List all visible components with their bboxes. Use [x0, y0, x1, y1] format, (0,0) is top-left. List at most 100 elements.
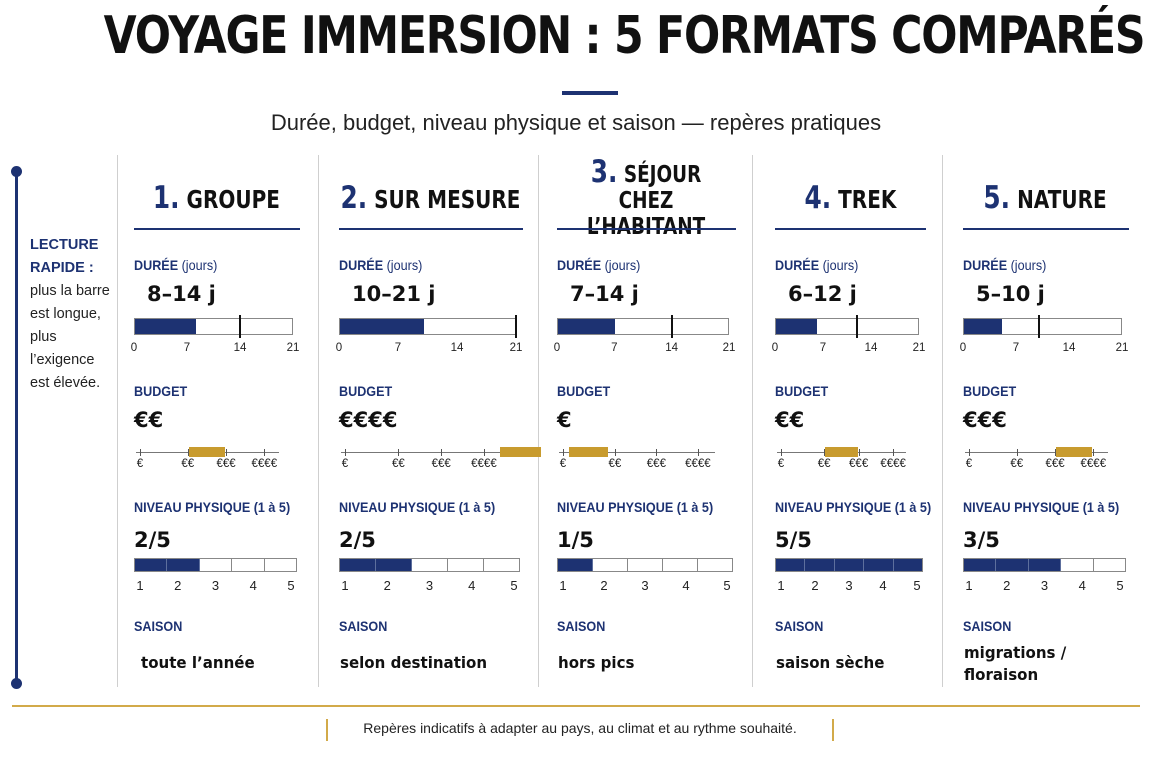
physical-value: 1/5: [557, 528, 594, 552]
reading-guide-line: [15, 172, 18, 684]
budget-tick-label: €€€€: [685, 458, 711, 470]
physical-value: 2/5: [339, 528, 376, 552]
format-number: 5.: [983, 180, 1011, 216]
physical-tick-label: 1: [341, 578, 349, 593]
budget-tick-label: €€€: [1045, 458, 1065, 470]
budget-tick-label: €€: [1010, 458, 1024, 470]
physical-tick-label: 3: [641, 578, 649, 593]
budget-axis-tick: [398, 449, 400, 456]
physical-level-segment: [484, 559, 519, 571]
physical-level-segment: [448, 559, 484, 571]
physical-label: NIVEAU PHYSIQUE (1 à 5): [775, 499, 932, 515]
budget-value: €€€€: [339, 408, 398, 432]
budget-axis-tick: [226, 449, 228, 456]
format-title: 4. TREK: [804, 183, 896, 214]
reading-guide-dot-bottom: [11, 678, 22, 689]
budget-axis-tick: [656, 449, 658, 456]
physical-tick-label: 2: [1003, 578, 1011, 593]
physical-label: NIVEAU PHYSIQUE (1 à 5): [339, 499, 496, 515]
season-label: SAISON: [963, 618, 1012, 634]
budget-tick-label: €€€€: [251, 458, 278, 470]
duration-value: 5–10 j: [976, 282, 1045, 306]
duration-tick-label: 14: [665, 342, 679, 354]
budget-axis-tick: [781, 449, 782, 456]
budget-level-marker: [500, 447, 541, 457]
duration-label-unit: (jours): [386, 257, 423, 273]
format-heading-rule: [557, 228, 736, 230]
duration-tick-label: 0: [553, 342, 561, 354]
budget-tick-label: €€: [817, 458, 831, 470]
duration-tick-label: 0: [335, 342, 343, 354]
budget-axis-tick: [697, 449, 699, 456]
duration-bar: [134, 318, 293, 335]
budget-label: BUDGET: [134, 383, 188, 399]
duration-label-unit: (jours): [1010, 257, 1047, 273]
physical-tick-label: 5: [913, 578, 921, 593]
duration-value: 7–14 j: [570, 282, 639, 306]
physical-label: NIVEAU PHYSIQUE (1 à 5): [557, 499, 714, 515]
physical-tick-label: 5: [723, 578, 731, 593]
format-heading: 1. GROUPE: [134, 170, 299, 228]
physical-level-segment: [558, 559, 593, 571]
duration-tick-label: 0: [959, 342, 967, 354]
footnote-left-bar: [326, 719, 328, 741]
duration-label-text: DURÉE: [339, 257, 384, 273]
duration-tick-label: 7: [819, 342, 827, 354]
format-name: SUR MESURE: [374, 185, 521, 214]
duration-max-marker: [670, 315, 673, 338]
physical-tick-label: 5: [1116, 578, 1124, 593]
duration-bar-fill: [340, 319, 425, 334]
budget-label: BUDGET: [557, 383, 611, 399]
duration-bar-fill: [558, 319, 616, 334]
duration-value: 6–12 j: [788, 282, 857, 306]
budget-axis-tick: [858, 449, 860, 456]
reading-guide-dot-top: [11, 166, 22, 177]
format-title: 1. GROUPE: [153, 183, 281, 214]
duration-tick-label: 14: [450, 342, 464, 354]
duration-label-text: DURÉE: [557, 257, 602, 273]
format-heading-rule: [963, 228, 1129, 230]
budget-level-marker: [569, 447, 609, 457]
budget-axis-tick: [824, 449, 826, 456]
budget-axis-tick: [893, 449, 895, 456]
format-heading: 5. NATURE: [963, 170, 1128, 228]
budget-level-marker: [824, 447, 858, 457]
budget-tick-label: €: [965, 458, 973, 470]
duration-max-marker: [856, 315, 859, 338]
budget-axis-tick: [483, 449, 485, 456]
column-separator: [942, 155, 943, 687]
physical-tick-label: 2: [600, 578, 608, 593]
physical-tick-label: 1: [136, 578, 144, 593]
duration-tick-label: 14: [1062, 342, 1076, 354]
physical-level-segment: [265, 559, 296, 571]
duration-tick-label: 7: [394, 342, 402, 354]
duration-bar-fill: [135, 319, 196, 334]
duration-bar: [557, 318, 729, 335]
physical-level-segment: [1061, 559, 1094, 571]
duration-tick-label: 21: [286, 342, 300, 354]
duration-label-text: DURÉE: [963, 257, 1008, 273]
physical-tick-label: 5: [287, 578, 295, 593]
physical-level-segment: [376, 559, 412, 571]
physical-level-segment: [412, 559, 448, 571]
duration-max-marker: [515, 315, 517, 338]
physical-level-segment: [1028, 559, 1062, 571]
physical-level-segment: [805, 559, 835, 571]
budget-tick-label: €€€: [849, 458, 869, 470]
budget-axis-tick: [140, 449, 141, 456]
format-column: 4. TREK DURÉE (jours) 6–12 j 0 7 14 21 BUDGET €€…: [772, 160, 931, 690]
footnote-right-bar: [832, 719, 834, 741]
budget-level-marker: [188, 447, 225, 457]
format-name: GROUPE: [186, 185, 281, 214]
physical-level-segment: [776, 559, 806, 571]
physical-level-segment: [593, 559, 628, 571]
physical-tick-label: 2: [174, 578, 182, 593]
physical-level-bar: [775, 558, 923, 572]
physical-level-bar: [963, 558, 1126, 572]
format-title: 5. NATURE: [984, 183, 1107, 214]
format-number: 2.: [340, 180, 368, 216]
format-number: 3.: [590, 153, 618, 190]
duration-tick-label: 7: [611, 342, 618, 354]
format-name: TREK: [837, 185, 896, 214]
duration-label: DURÉE (jours): [775, 257, 858, 273]
